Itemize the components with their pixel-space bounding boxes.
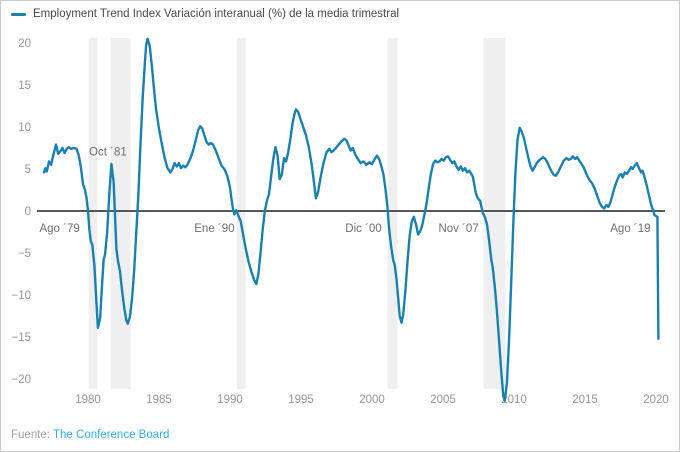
trend-line[interactable] — [42, 37, 660, 402]
y-tick-label: 0 — [25, 206, 31, 218]
x-tick-label: 1980 — [75, 394, 101, 406]
annotation-dic-00: Dic ´00 — [345, 223, 381, 235]
y-tick-label: 5 — [25, 164, 31, 176]
footer-source-link[interactable]: The Conference Board — [53, 429, 170, 441]
y-tick-label: 10 — [18, 122, 31, 134]
x-tick-label: 2010 — [501, 394, 527, 406]
y-tick-label: −20 — [11, 374, 31, 386]
annotation-ago-19: Ago ´19 — [610, 223, 650, 235]
source-footer: Fuente: The Conference Board — [11, 429, 169, 441]
legend-line-marker-icon — [11, 12, 26, 16]
recession-band — [387, 38, 398, 389]
annotation-nov-07: Nov ´07 — [438, 223, 478, 235]
y-tick-label: −15 — [11, 332, 31, 344]
x-tick-label: 1990 — [217, 394, 243, 406]
legend-label: Employment Trend Index Variación interan… — [33, 8, 400, 20]
annotation-oct-81: Oct ´81 — [89, 146, 127, 158]
footer-source-label: Fuente: — [11, 429, 50, 441]
y-tick-label: 20 — [18, 38, 31, 50]
recession-band — [110, 38, 131, 389]
x-tick-label: 2000 — [359, 394, 385, 406]
recession-band — [483, 38, 506, 389]
x-tick-label: 1985 — [146, 394, 172, 406]
annotation-ago-79: Ago ´79 — [39, 223, 79, 235]
x-tick-label: 2015 — [572, 394, 598, 406]
x-tick-label: 1995 — [288, 394, 314, 406]
recession-band — [237, 38, 246, 389]
y-tick-label: −10 — [11, 290, 31, 302]
y-tick-label: −5 — [18, 248, 31, 260]
y-tick-label: 15 — [18, 80, 31, 92]
recession-band — [88, 38, 98, 389]
annotation-ene-90: Ene ´90 — [194, 223, 234, 235]
chart-legend: Employment Trend Index Variación interan… — [11, 8, 399, 20]
x-tick-label: 2005 — [430, 394, 456, 406]
x-tick-label: 2020 — [643, 394, 669, 406]
